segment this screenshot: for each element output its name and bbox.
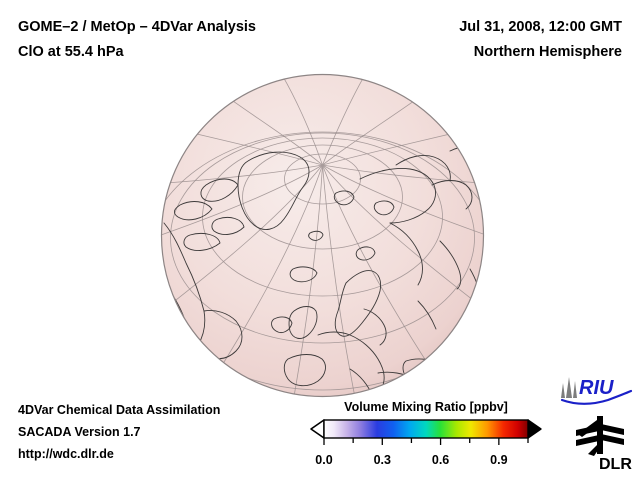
colorbar: Volume Mixing Ratio [ppbv] 0.0 0.3 0.6 0.9 — [310, 400, 542, 469]
timestamp-label: Jul 31, 2008, 12:00 GMT — [459, 19, 622, 35]
header-left-block: GOME–2 / MetOp – 4DVar Analysis ClO at 5… — [18, 15, 256, 65]
colorbar-tick-label: 0.0 — [315, 453, 333, 467]
dlr-logo: DLR — [566, 414, 632, 473]
page-subtitle: ClO at 55.4 hPa — [18, 44, 124, 60]
footer-line-1: 4DVar Chemical Data Assimilation — [18, 403, 221, 417]
colorbar-scale — [310, 419, 542, 445]
colorbar-title: Volume Mixing Ratio [ppbv] — [344, 400, 508, 414]
region-label: Northern Hemisphere — [473, 44, 622, 60]
page-title: GOME–2 / MetOp – 4DVar Analysis — [18, 19, 256, 35]
dlr-wordmark: DLR — [599, 456, 632, 473]
colorbar-cap-right — [527, 419, 542, 439]
footer-line-3: http://wdc.dlr.de — [18, 447, 114, 461]
footer-attribution: 4DVar Chemical Data Assimilation SACADA … — [18, 399, 220, 465]
footer-line-2: SACADA Version 1.7 — [18, 425, 141, 439]
globe-map — [160, 73, 485, 398]
riu-wordmark: RIU — [579, 377, 614, 399]
globe-limb — [160, 73, 485, 398]
colorbar-gradient — [323, 419, 529, 439]
riu-logo: RIU — [558, 372, 634, 406]
riu-towers-icon — [561, 377, 577, 398]
header-right-block: Jul 31, 2008, 12:00 GMT Northern Hemisph… — [459, 15, 622, 65]
colorbar-tick-label: 0.3 — [373, 453, 391, 467]
colorbar-ticks — [323, 438, 529, 445]
colorbar-tick-label: 0.6 — [431, 453, 450, 467]
colorbar-tick-label: 0.9 — [490, 453, 508, 467]
riu-swoosh-icon — [560, 389, 633, 405]
colorbar-tick-labels: 0.0 0.3 0.6 0.9 — [310, 453, 542, 469]
dlr-emblem-icon — [576, 416, 624, 456]
colorbar-cap-left — [310, 419, 325, 439]
